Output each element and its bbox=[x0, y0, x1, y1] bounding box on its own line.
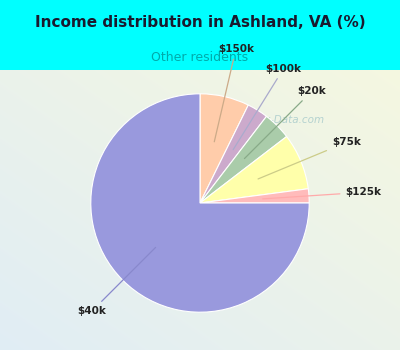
Text: Income distribution in Ashland, VA (%): Income distribution in Ashland, VA (%) bbox=[35, 15, 365, 30]
Text: $150k: $150k bbox=[214, 44, 254, 142]
Text: $40k: $40k bbox=[78, 247, 156, 316]
Text: City-Data.com: City-Data.com bbox=[251, 116, 325, 125]
Wedge shape bbox=[200, 94, 248, 203]
Wedge shape bbox=[200, 136, 308, 203]
Text: $75k: $75k bbox=[258, 138, 361, 179]
Wedge shape bbox=[200, 189, 309, 203]
Wedge shape bbox=[91, 94, 309, 312]
Wedge shape bbox=[200, 116, 287, 203]
Text: $100k: $100k bbox=[233, 64, 302, 150]
Wedge shape bbox=[200, 105, 266, 203]
Text: $20k: $20k bbox=[244, 86, 326, 159]
Text: Other residents: Other residents bbox=[152, 51, 248, 64]
Text: $125k: $125k bbox=[263, 187, 382, 199]
